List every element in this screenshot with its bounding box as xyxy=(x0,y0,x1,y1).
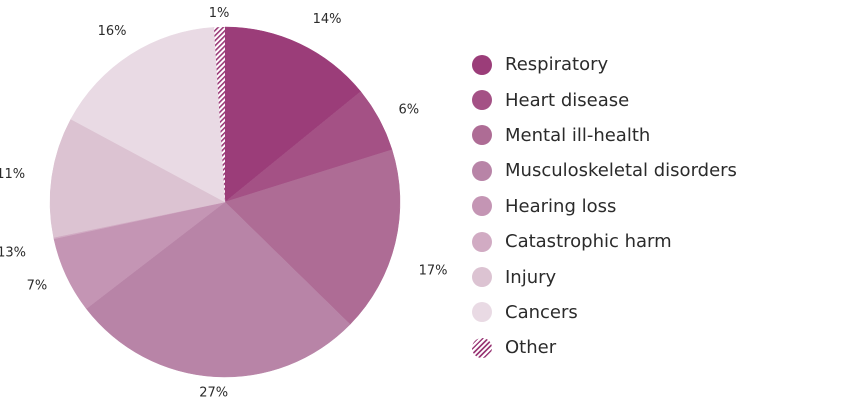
data-label-injury: 11% xyxy=(0,167,25,182)
legend-label: Heart disease xyxy=(505,89,630,111)
legend-item-catastrophic-harm: Catastrophic harm xyxy=(472,224,737,259)
legend-label: Catastrophic harm xyxy=(505,231,672,253)
pie-slices xyxy=(49,26,401,378)
legend-swatch xyxy=(472,125,492,146)
slice-other xyxy=(213,27,225,202)
legend-swatch xyxy=(472,267,492,288)
legend-swatch xyxy=(472,231,492,252)
legend-item-heart-disease: Heart disease xyxy=(472,82,737,117)
legend-swatch xyxy=(472,196,492,217)
legend: Respiratory Heart disease Mental ill-healt… xyxy=(472,47,737,366)
legend-item-hearing-loss: Hearing loss xyxy=(472,189,737,224)
data-label-musculoskeletal-disorders: 27% xyxy=(199,386,228,401)
legend-label: Mental ill-health xyxy=(505,124,651,146)
legend-swatch xyxy=(472,90,492,111)
slice-injury xyxy=(49,118,226,238)
data-label-cancers: 16% xyxy=(98,24,127,39)
legend-swatch xyxy=(472,54,492,75)
data-label-respiratory: 14% xyxy=(313,12,342,27)
legend-item-injury: Injury xyxy=(472,259,737,294)
legend-item-cancers: Cancers xyxy=(472,295,737,330)
legend-label: Respiratory xyxy=(505,54,609,76)
slice-respiratory xyxy=(224,26,362,203)
data-label-hearing-loss: 7% xyxy=(27,278,48,293)
pie-labels: 14% 6% 17% 27% 7% 0.13% 11% 16% 1% xyxy=(0,6,448,401)
data-label-catastrophic-harm: 0.13% xyxy=(0,245,26,260)
slice-cancers xyxy=(70,27,226,203)
legend-label: Other xyxy=(505,337,557,359)
legend-item-musculoskeletal-disorders: Musculoskeletal disorders xyxy=(472,153,737,188)
data-label-mental-ill-health: 17% xyxy=(419,264,448,279)
legend-item-mental-ill-health: Mental ill-health xyxy=(472,118,737,153)
legend-label: Hearing loss xyxy=(505,195,617,217)
slice-mental-ill-health xyxy=(224,149,401,325)
legend-swatch xyxy=(472,302,492,323)
legend-item-other: Other xyxy=(472,330,737,365)
legend-label: Musculoskeletal disorders xyxy=(505,160,737,182)
data-label-other: 1% xyxy=(209,6,230,21)
legend-swatch xyxy=(472,337,492,358)
legend-item-respiratory: Respiratory xyxy=(472,47,737,82)
legend-label: Injury xyxy=(505,266,557,288)
slice-musculoskeletal-disorders xyxy=(85,201,351,378)
data-label-heart-disease: 6% xyxy=(399,103,420,118)
legend-label: Cancers xyxy=(505,301,578,323)
legend-swatch xyxy=(472,160,492,181)
